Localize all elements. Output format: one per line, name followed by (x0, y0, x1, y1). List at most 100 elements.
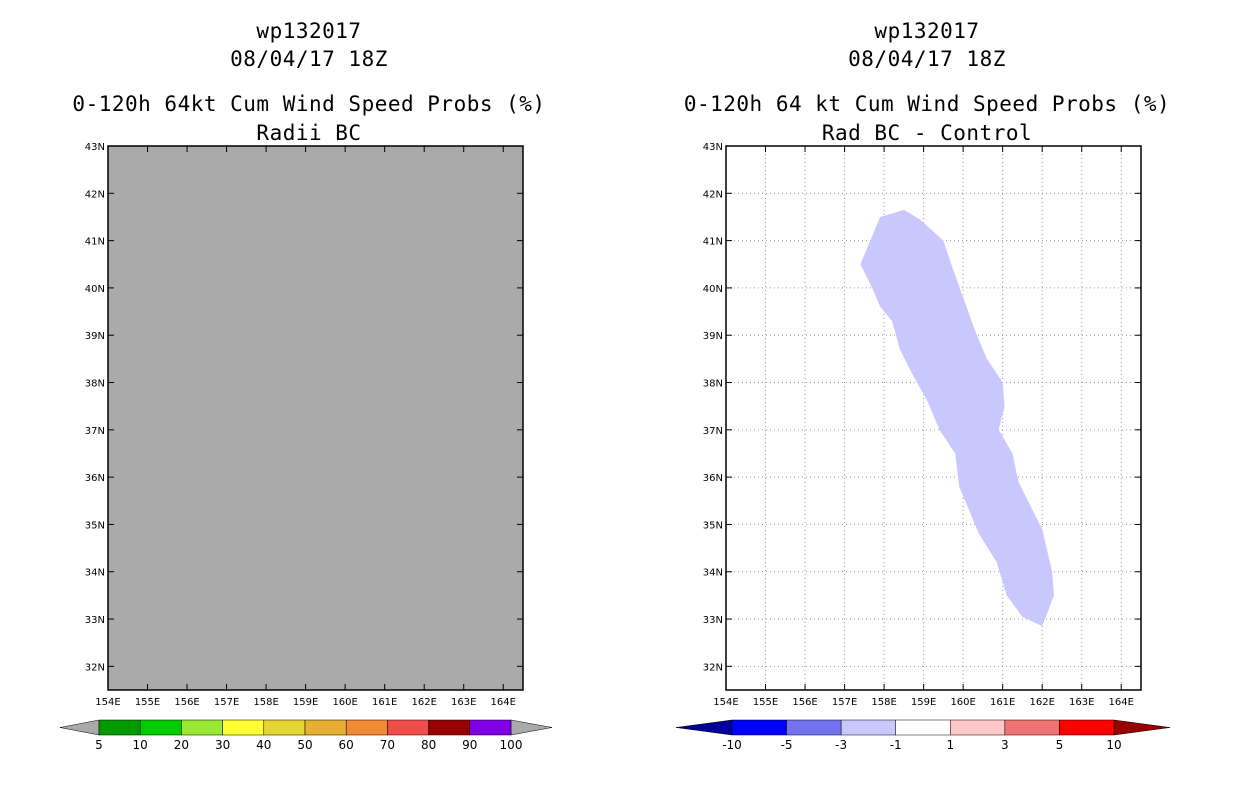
x-tick-label: 156E (174, 697, 199, 708)
y-tick-label: 40N (85, 284, 105, 295)
colorbar-label: 70 (380, 738, 395, 752)
panel-subtitle: Rad BC - Control (821, 121, 1033, 145)
y-tick-label: 43N (85, 142, 105, 153)
plot-area (726, 146, 1141, 690)
forecast-datetime: 08/04/17 18Z (230, 47, 388, 71)
y-tick-label: 43N (703, 142, 723, 153)
y-tick-label: 42N (85, 189, 105, 200)
colorbar-label: 5 (1056, 738, 1064, 752)
y-tick-label: 34N (703, 568, 723, 579)
storm-id: wp132017 (874, 19, 980, 43)
y-tick-label: 36N (85, 473, 105, 484)
y-tick-label: 41N (703, 237, 723, 248)
x-tick-label: 159E (293, 697, 318, 708)
colorbar-label: 10 (133, 738, 148, 752)
plot-frame (725, 145, 1142, 691)
y-tick-label: 42N (703, 189, 723, 200)
y-tick-label: 38N (703, 379, 723, 390)
colorbar-label: 80 (421, 738, 436, 752)
x-tick-label: 154E (95, 697, 120, 708)
y-tick-label: 33N (85, 615, 105, 626)
y-tick-label: 38N (85, 379, 105, 390)
x-tick-label: 157E (832, 697, 857, 708)
product-title: 0-120h 64kt Cum Wind Speed Probs (%) (72, 92, 546, 116)
x-tick-label: 161E (990, 697, 1015, 708)
x-tick-label: 159E (911, 697, 936, 708)
colorbar-label: 5 (95, 738, 103, 752)
colorbar-label: 50 (297, 738, 312, 752)
colorbar-label: 100 (500, 738, 523, 752)
colorbar-label: 40 (256, 738, 271, 752)
colorbar-segment (387, 719, 429, 736)
x-tick-label: 163E (451, 697, 476, 708)
y-tick-label: 39N (703, 331, 723, 342)
product-title: 0-120h 64 kt Cum Wind Speed Probs (%) (683, 92, 1171, 116)
y-tick-label: 33N (703, 615, 723, 626)
colorbar-low-end (59, 719, 100, 736)
x-tick-label: 161E (372, 697, 397, 708)
x-tick-label: 160E (332, 697, 357, 708)
colorbar-segment (181, 719, 223, 736)
colorbar-label: -1 (890, 738, 902, 752)
colorbar-label: 30 (215, 738, 230, 752)
colorbar-segment (469, 719, 512, 736)
colorbar: 5 10 20 30 40 50 60 70 80 90 100 (59, 719, 553, 752)
colorbar-segment (840, 719, 896, 736)
x-tick-label: 158E (871, 697, 896, 708)
colorbar-label: -5 (781, 738, 793, 752)
colorbar-segment (1004, 719, 1060, 736)
x-tick-label: 160E (950, 697, 975, 708)
y-tick-label: 39N (85, 331, 105, 342)
y-tick-label: 32N (85, 662, 105, 673)
probability-region (860, 209, 1054, 627)
colorbar-label: 1 (946, 738, 954, 752)
chart-rad-bc-control: 154E 155E 156E 157E 158E 159E 160E 161E 162E 163E… (675, 142, 1171, 752)
y-tick-label: 32N (703, 662, 723, 673)
colorbar-high-end (510, 719, 553, 736)
plot-area (108, 146, 523, 690)
colorbar-segment (139, 719, 182, 736)
y-tick-label: 35N (85, 520, 105, 531)
x-tick-label: 163E (1069, 697, 1094, 708)
colorbar-label: 20 (174, 738, 189, 752)
chart-radii-bc: 154E 155E 156E 157E 158E 159E 160E 161E 162E 163E… (59, 142, 553, 752)
colorbar-label: -10 (722, 738, 742, 752)
storm-id: wp132017 (256, 19, 362, 43)
x-tick-label: 155E (753, 697, 778, 708)
colorbar-segment (98, 719, 141, 736)
panel-radii-bc: wp132017 08/04/17 18Z 0-120h 64kt Cum Wi… (59, 19, 553, 752)
forecast-datetime: 08/04/17 18Z (848, 47, 1006, 71)
y-tick-label: 34N (85, 568, 105, 579)
colorbar-label: 60 (339, 738, 354, 752)
colorbar-segment (731, 719, 787, 736)
x-tick-label: 158E (253, 697, 278, 708)
x-tick-label: 162E (1029, 697, 1054, 708)
colorbar-segment (950, 719, 1006, 736)
y-tick-label: 37N (703, 426, 723, 437)
colorbar-segment (786, 719, 842, 736)
y-tick-label: 36N (703, 473, 723, 484)
x-tick-label: 154E (713, 697, 738, 708)
x-tick-label: 155E (135, 697, 160, 708)
x-tick-label: 162E (411, 697, 436, 708)
colorbar: -10 -5 -3 -1 1 3 5 10 (675, 719, 1171, 752)
colorbar-segment (304, 719, 347, 736)
x-tick-label: 164E (491, 697, 516, 708)
panel-rad-bc-control: wp132017 08/04/17 18Z 0-120h 64 kt Cum W… (618, 0, 1236, 800)
y-tick-label: 40N (703, 284, 723, 295)
colorbar-high-end (1113, 719, 1171, 736)
x-tick-label: 157E (214, 697, 239, 708)
colorbar-segment (222, 719, 265, 736)
colorbar-label: 3 (1001, 738, 1009, 752)
panel-subtitle: Radii BC (256, 121, 362, 145)
colorbar-low-end (675, 719, 733, 736)
x-tick-label: 164E (1109, 697, 1134, 708)
x-tick-label: 156E (792, 697, 817, 708)
colorbar-label: 10 (1106, 738, 1121, 752)
colorbar-segment (1059, 719, 1115, 736)
colorbar-segment (428, 719, 471, 736)
y-tick-label: 37N (85, 426, 105, 437)
colorbar-segment (895, 719, 951, 736)
colorbar-label: 90 (462, 738, 477, 752)
colorbar-segment (345, 719, 388, 736)
